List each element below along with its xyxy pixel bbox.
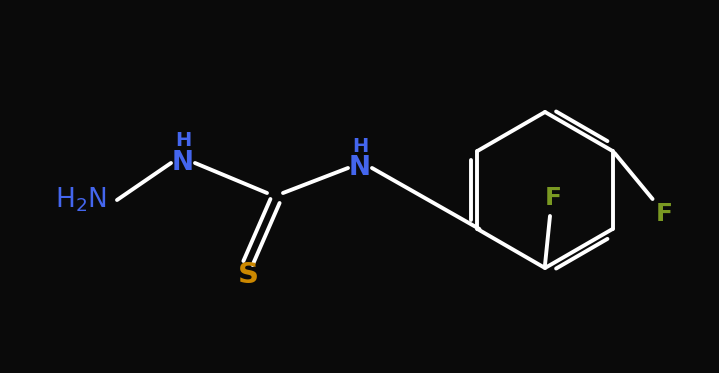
Text: $\rm H_2N$: $\rm H_2N$ xyxy=(55,186,106,214)
Text: F: F xyxy=(544,186,562,210)
Text: H: H xyxy=(352,137,368,156)
Text: F: F xyxy=(656,202,673,226)
Text: N: N xyxy=(172,150,194,176)
Text: N: N xyxy=(349,155,371,181)
Text: S: S xyxy=(237,261,259,289)
Text: H: H xyxy=(175,132,191,150)
